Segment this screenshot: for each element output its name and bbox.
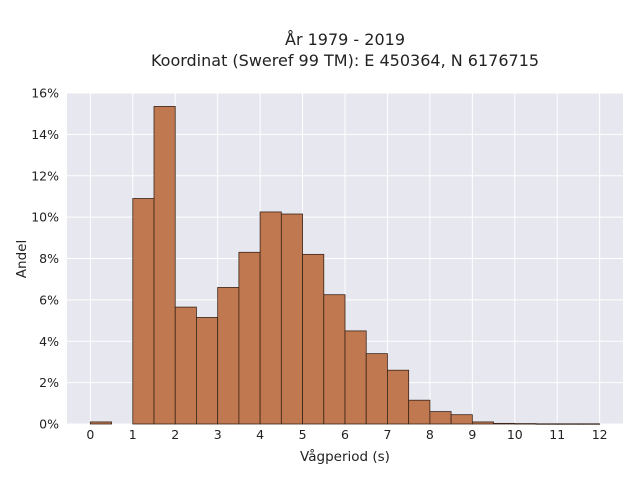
- x-tick-label: 3: [214, 427, 222, 442]
- histogram-bar: [556, 423, 579, 425]
- histogram-bar: [259, 211, 282, 425]
- x-tick-label: 12: [592, 427, 608, 442]
- y-tick-label: 10%: [31, 210, 59, 225]
- y-tick-label: 2%: [39, 375, 59, 390]
- histogram-bar: [387, 369, 410, 425]
- histogram-bar: [471, 421, 494, 425]
- histogram-bar: [132, 198, 155, 425]
- y-tick-label: 16%: [31, 86, 59, 101]
- histogram-bar: [174, 306, 197, 425]
- x-tick-label: 4: [256, 427, 264, 442]
- histogram-bar: [493, 422, 516, 425]
- chart-title-line-1: År 1979 - 2019: [285, 30, 405, 49]
- histogram-bar: [450, 414, 473, 425]
- histogram-bar: [89, 421, 112, 425]
- histogram-bar: [196, 317, 219, 425]
- histogram-bar: [535, 423, 558, 425]
- chart-title-line-2: Koordinat (Sweref 99 TM): E 450364, N 61…: [151, 51, 539, 70]
- histogram-bar: [153, 106, 176, 425]
- y-tick-label: 14%: [31, 127, 59, 142]
- x-tick-label: 5: [299, 427, 307, 442]
- x-tick-label: 9: [468, 427, 476, 442]
- x-tick-label: 11: [549, 427, 565, 442]
- y-tick-label: 0%: [39, 417, 59, 432]
- histogram-bar: [323, 294, 346, 425]
- x-axis-label: Vågperiod (s): [300, 448, 390, 465]
- x-axis-ticks: 0 1 2 3 4 5 6 7 8 9 10 11 12: [86, 427, 607, 442]
- histogram-bar: [429, 411, 452, 425]
- x-tick-label: 0: [86, 427, 94, 442]
- histogram-bar: [302, 253, 325, 425]
- histogram-bar: [514, 423, 537, 425]
- y-tick-label: 4%: [39, 334, 59, 349]
- x-tick-label: 6: [341, 427, 349, 442]
- y-tick-label: 8%: [39, 251, 59, 266]
- x-tick-label: 7: [383, 427, 391, 442]
- histogram-bar: [408, 399, 431, 425]
- histogram-bar: [280, 213, 303, 425]
- histogram-bar: [365, 353, 388, 425]
- bars: [89, 106, 601, 425]
- histogram-bar: [344, 330, 367, 425]
- x-tick-label: 10: [507, 427, 523, 442]
- histogram-bar: [578, 423, 601, 425]
- x-tick-label: 8: [426, 427, 434, 442]
- histogram-bar: [217, 287, 240, 425]
- x-tick-label: 2: [171, 427, 179, 442]
- y-axis-label: Andel: [14, 240, 30, 278]
- y-tick-label: 6%: [39, 292, 59, 307]
- y-tick-label: 12%: [31, 168, 59, 183]
- histogram-bar: [238, 251, 261, 425]
- y-axis-ticks: 0% 2% 4% 6% 8% 10% 12% 14% 16%: [31, 86, 59, 432]
- x-tick-label: 1: [129, 427, 137, 442]
